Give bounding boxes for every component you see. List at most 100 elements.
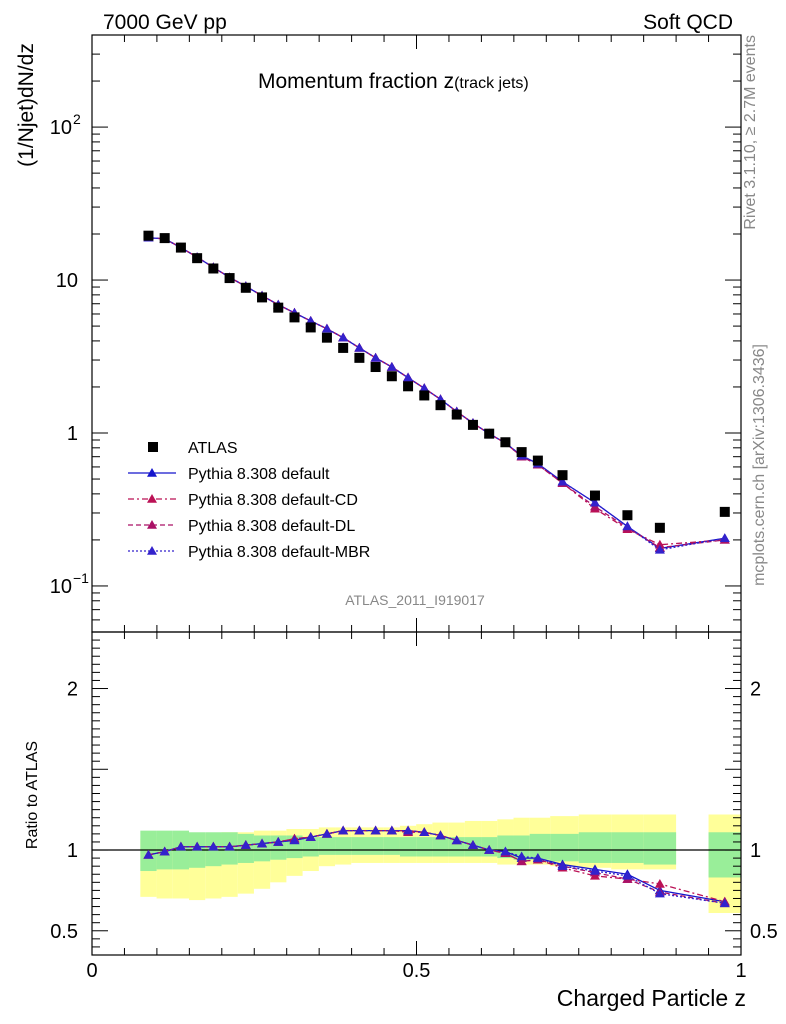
ratio-tick-label-left: 1 (67, 840, 78, 862)
series-marker (386, 362, 397, 371)
series-ratio-marker (175, 841, 186, 851)
band-inner-bin (383, 837, 400, 855)
series-ratio-marker (419, 827, 430, 837)
mcplots-label: mcplots.cern.ch [arXiv:1306.3436] (751, 344, 768, 586)
rivet-label: Rivet 3.1.10, ≥ 2.7M events (742, 35, 759, 230)
series-marker (403, 372, 414, 382)
data-point (338, 342, 349, 353)
band-inner-bin (578, 832, 612, 863)
data-point (403, 381, 414, 392)
series-ratio-marker (143, 849, 154, 859)
ratio-axis-label: Ratio to ATLAS (24, 741, 41, 849)
series-ratio-marker (192, 841, 203, 851)
data-point (289, 312, 300, 323)
data-point (305, 322, 316, 333)
series-ratio-marker (257, 838, 268, 848)
data-point (240, 282, 251, 293)
data-point (208, 263, 219, 274)
series-ratio-marker (321, 828, 332, 838)
series-ratio-marker (589, 866, 600, 875)
data-point (500, 437, 511, 448)
data-point (532, 455, 543, 466)
data-point (589, 490, 600, 501)
series-marker (338, 332, 349, 342)
band-inner-bin (335, 837, 352, 855)
legend-label-3: Pythia 8.308 default-MBR (188, 544, 370, 561)
series-ratio-marker (719, 898, 730, 908)
y-axis-label: (1/Njet)dN/dz (15, 43, 38, 167)
data-point (516, 447, 527, 458)
band-inner-bin (253, 835, 271, 862)
band-inner-bin (416, 837, 433, 857)
series-ratio-marker (370, 825, 381, 835)
legend-marker-3 (147, 546, 157, 555)
series-marker (622, 521, 633, 531)
series-marker (419, 383, 430, 393)
band-inner-bin (399, 837, 417, 857)
band-inner-bin (643, 832, 677, 865)
y-tick-label: 10 (56, 270, 78, 292)
series-ratio-marker (484, 845, 495, 854)
data-point (451, 409, 462, 420)
ratio-frame (91, 631, 742, 956)
data-point (354, 352, 365, 363)
series-line-ratio-3 (148, 829, 725, 904)
band-inner-bin (318, 837, 336, 855)
x-tick-label: 0.5 (403, 960, 431, 982)
series-ratio-marker (305, 832, 316, 841)
data-point (557, 470, 568, 481)
legend-marker-2 (147, 520, 157, 529)
data-point (435, 400, 446, 411)
series-ratio-marker (516, 856, 527, 866)
data-point (192, 253, 203, 264)
header-left: 7000 GeV pp (103, 11, 227, 34)
x-tick-label: 1 (735, 960, 746, 982)
data-point (622, 510, 633, 521)
data-point (370, 362, 381, 373)
series-ratio-marker (208, 841, 219, 851)
main-frame (91, 34, 742, 633)
series-ratio-marker (403, 825, 414, 835)
series-marker (370, 352, 381, 362)
band-inner-bin (302, 837, 319, 857)
series-ratio-marker (354, 825, 365, 835)
series-ratio-marker (273, 836, 284, 846)
y-tick-label: 1 (67, 423, 78, 445)
ratio-tick-label-right: 2 (750, 679, 761, 701)
y-tick-label: 10 (50, 117, 72, 139)
data-point (654, 522, 665, 533)
data-point (419, 390, 430, 401)
x-tick-label: 0 (86, 960, 97, 982)
series-marker (719, 533, 730, 543)
chart-title-sub: (track jets) (454, 75, 529, 92)
series-ratio-marker (386, 825, 397, 835)
ratio-tick-label-left: 2 (67, 679, 78, 701)
x-axis-label: Charged Particle z (557, 985, 746, 1011)
data-markers (143, 230, 730, 533)
legend-label-1: Pythia 8.308 default-CD (188, 492, 358, 509)
chart-title-main: Momentum fraction z (258, 70, 454, 93)
band-inner-bin (351, 837, 368, 855)
series-ratio-marker (557, 861, 568, 870)
uncertainty-bands (140, 814, 741, 914)
series-ratio-marker (224, 841, 235, 851)
series-ratio-marker (338, 825, 349, 835)
series-lines (143, 232, 730, 908)
series-marker (589, 497, 600, 507)
band-inner-bin (529, 833, 551, 860)
band-inner-bin (432, 837, 449, 857)
data-point (467, 419, 478, 430)
band-inner-bin (367, 837, 384, 855)
data-point (224, 273, 235, 284)
y-tick-exponent: −1 (73, 570, 89, 586)
series-ratio-marker (159, 846, 170, 856)
analysis-watermark: ATLAS_2011_I919017 (345, 592, 485, 608)
series-ratio-marker (622, 870, 633, 880)
data-point (273, 302, 284, 313)
series-ratio-marker (240, 840, 251, 849)
series-ratio-marker (467, 840, 478, 849)
series-marker (354, 342, 365, 352)
series-ratio-marker (451, 835, 462, 845)
series-ratio-marker (532, 853, 543, 862)
